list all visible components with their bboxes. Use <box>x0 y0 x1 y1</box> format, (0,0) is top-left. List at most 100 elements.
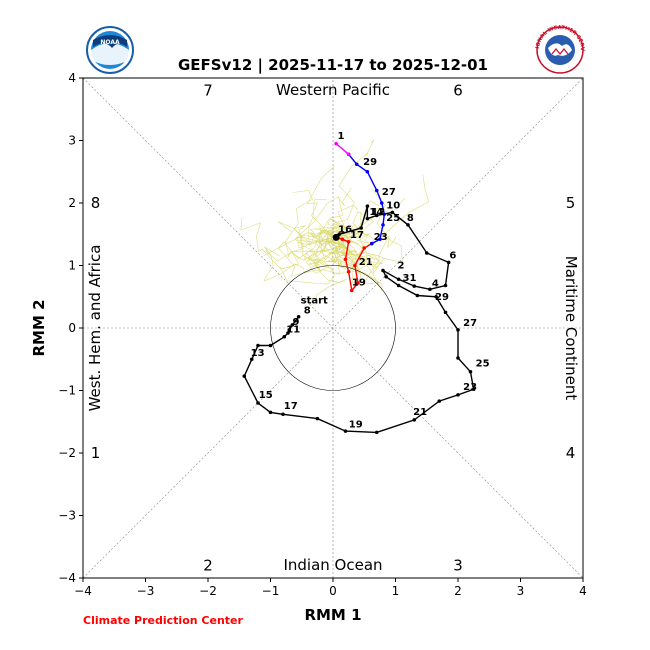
x-tick-label: −4 <box>74 584 92 598</box>
series-point <box>443 310 448 315</box>
day-label: 8 <box>304 306 311 317</box>
day-label: 25 <box>386 213 400 224</box>
day-label: 19 <box>352 277 366 288</box>
series-point <box>396 283 401 288</box>
series-point <box>374 213 379 218</box>
region-label-bottom: Indian Ocean <box>283 556 382 574</box>
ensemble-member-line <box>295 187 352 245</box>
series-point <box>437 399 442 403</box>
series-point <box>256 401 260 405</box>
series-point <box>296 314 301 319</box>
day-label: 6 <box>449 251 456 262</box>
series-point <box>468 369 473 374</box>
series-point <box>282 334 287 339</box>
series-point <box>287 328 292 332</box>
day-label: 13 <box>251 348 265 359</box>
phase-number: 3 <box>453 557 463 575</box>
ensemble-member-line <box>331 211 376 244</box>
series-point <box>396 277 401 282</box>
series-point <box>256 343 260 348</box>
ensemble-member-line <box>307 242 348 306</box>
series-point <box>353 263 357 268</box>
y-tick-label: 3 <box>68 134 76 148</box>
region-label-left: West. Hem. and Africa <box>86 245 104 412</box>
series-point <box>378 237 382 242</box>
x-tick-label: −3 <box>137 584 155 598</box>
series-point <box>412 284 417 288</box>
day-label: 9 <box>293 317 300 328</box>
day-label: 29 <box>363 157 377 168</box>
series-point <box>390 210 395 215</box>
y-tick-label: −2 <box>58 446 76 460</box>
day-label: 21 <box>413 407 427 418</box>
day-label: 17 <box>350 230 364 241</box>
series-point <box>374 188 379 193</box>
x-tick-label: 2 <box>454 584 462 598</box>
forecast-track <box>242 141 476 435</box>
day-label: 1 <box>338 131 345 142</box>
day-label: 29 <box>435 292 449 303</box>
y-tick-label: −3 <box>58 509 76 523</box>
phase-number: 8 <box>91 194 101 212</box>
region-label-right: Maritime Continent <box>562 256 580 401</box>
series-point <box>443 283 448 288</box>
y-tick-label: 2 <box>68 196 76 210</box>
series-point <box>365 169 370 174</box>
region-label-top: Western Pacific <box>276 81 390 99</box>
series-line-0 <box>243 205 475 434</box>
day-label: 19 <box>349 419 363 430</box>
ensemble-member-line <box>331 235 359 270</box>
series-point <box>456 356 460 360</box>
series-point <box>356 281 360 285</box>
credit-label: Climate Prediction Center <box>83 614 243 627</box>
day-label: 8 <box>407 213 414 224</box>
day-label: 27 <box>382 187 396 198</box>
y-tick-label: −1 <box>58 384 76 398</box>
y-tick-label: −4 <box>58 571 76 585</box>
x-tick-label: 4 <box>579 584 587 598</box>
series-point <box>362 246 367 250</box>
region-labels: Western Pacific Indian Ocean West. Hem. an… <box>86 81 580 574</box>
series-point <box>384 274 388 279</box>
series-point <box>346 152 351 157</box>
x-tick-label: 0 <box>329 584 337 598</box>
series-point <box>446 260 451 265</box>
ensemble-member-line <box>328 174 430 263</box>
x-tick-label: −1 <box>262 584 280 598</box>
day-label: 2 <box>398 261 405 272</box>
series-point <box>381 268 385 273</box>
ensemble-member-line <box>263 240 345 277</box>
ensemble-member-line <box>240 217 328 270</box>
day-label: start <box>301 296 328 307</box>
series-point <box>471 387 476 392</box>
series-point <box>290 323 295 327</box>
series-point <box>374 430 379 435</box>
day-label: 17 <box>284 401 298 412</box>
series-point <box>424 251 429 255</box>
series-point <box>281 412 285 417</box>
phase-number: 4 <box>566 444 576 462</box>
day-label: 21 <box>359 257 373 268</box>
day-label: 23 <box>374 232 388 243</box>
series-line-1 <box>335 236 373 293</box>
series-point <box>346 239 351 244</box>
series-line-3 <box>335 143 350 155</box>
series-point <box>346 269 351 274</box>
series-point <box>434 294 438 299</box>
series-point <box>428 287 432 292</box>
noaa-logo-text: NOAA <box>100 39 120 46</box>
series-point <box>343 257 348 262</box>
series-point <box>381 223 385 227</box>
series-point <box>315 416 320 421</box>
series-point <box>268 343 273 348</box>
series-point <box>249 357 254 362</box>
day-label: 16 <box>338 224 352 235</box>
y-tick-label: 1 <box>68 259 76 273</box>
phase-guides <box>82 77 584 579</box>
day-label: 27 <box>463 318 477 329</box>
series-point <box>365 204 370 208</box>
y-tick-label: 0 <box>68 321 76 335</box>
